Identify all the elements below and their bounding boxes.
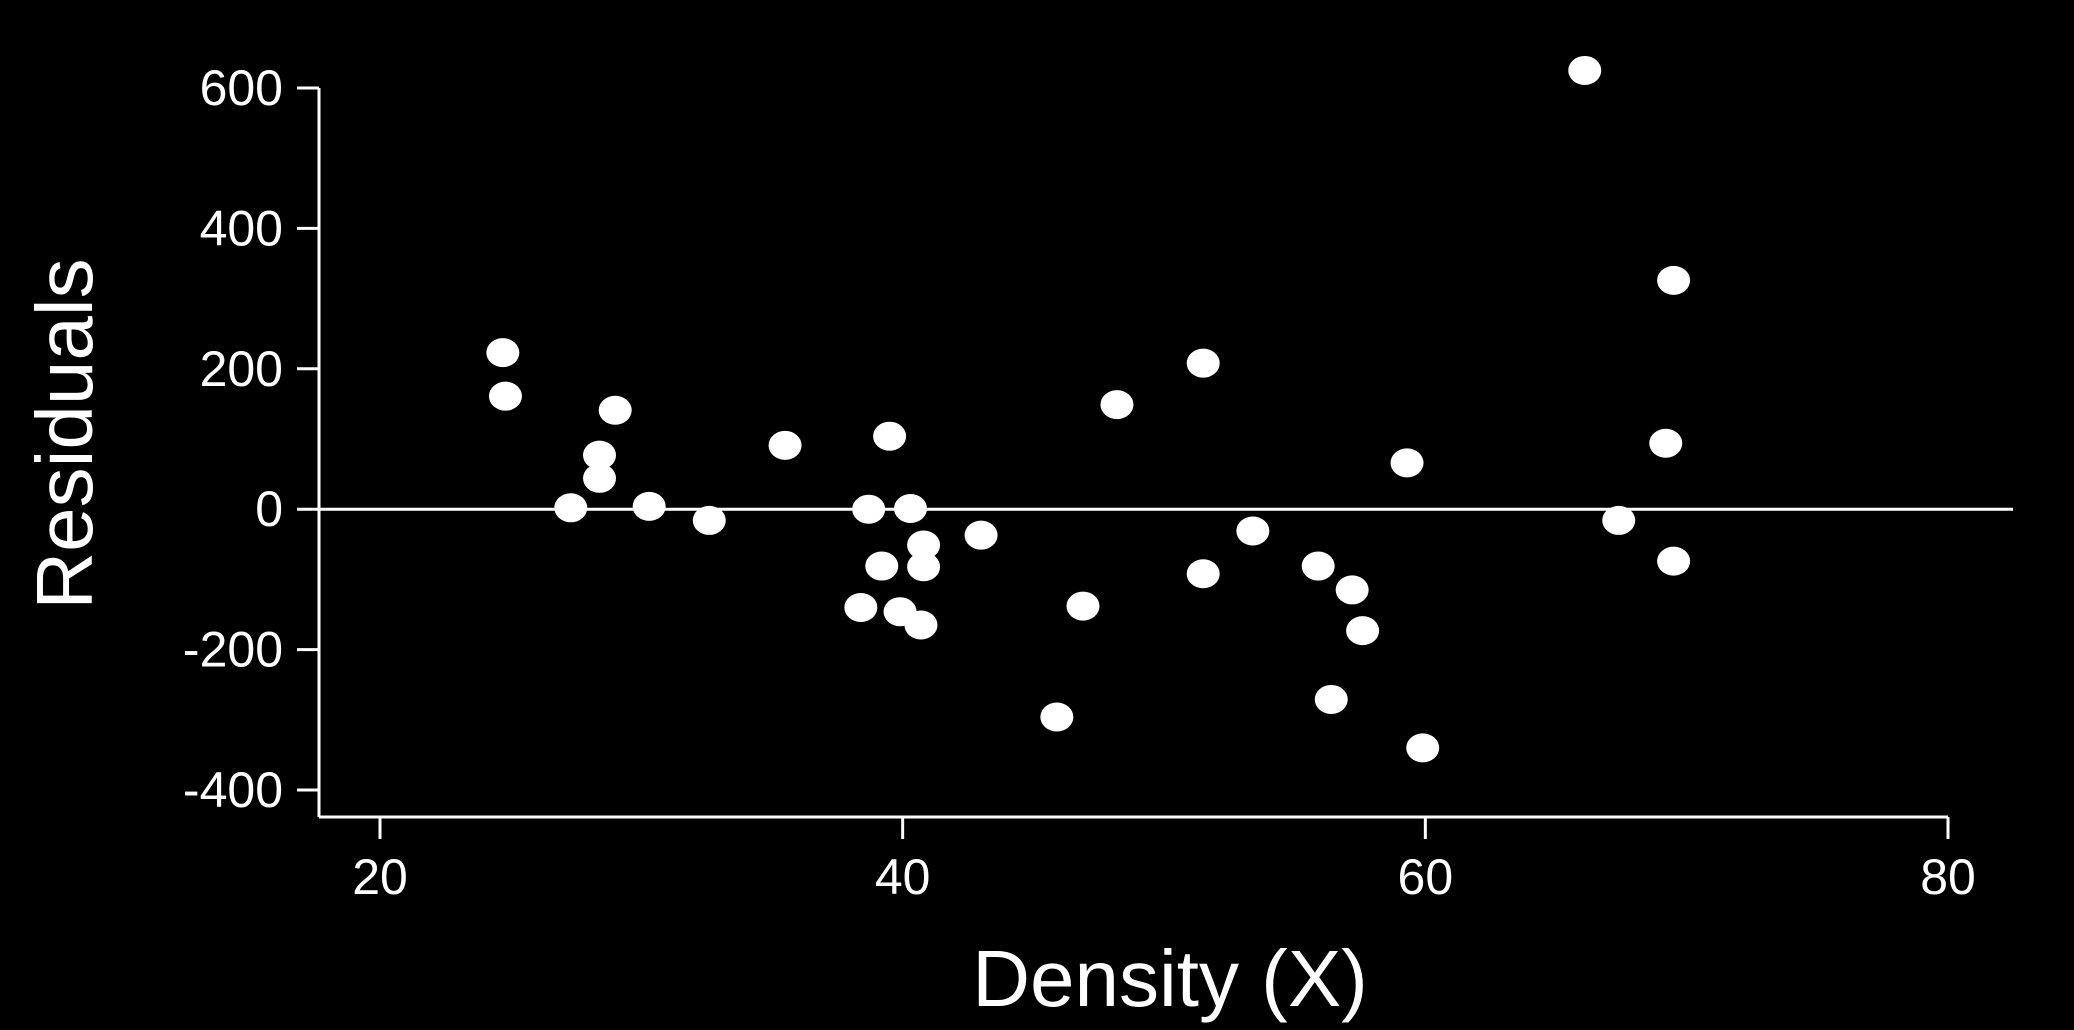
data-point: [1406, 733, 1440, 763]
data-point: [1335, 575, 1369, 605]
y-tick-label: 0: [255, 481, 283, 537]
x-tick-label: 20: [352, 849, 408, 905]
axes: [317, 88, 2013, 819]
data-point: [1236, 516, 1270, 546]
y-axis-ticks: -400 -200 0 200 400 600: [183, 60, 319, 818]
x-tick-label: 40: [875, 849, 931, 905]
y-tick-label: -400: [183, 762, 283, 818]
data-point: [1602, 505, 1636, 535]
data-point: [583, 463, 617, 493]
data-point: [1314, 684, 1348, 714]
data-point: [1568, 55, 1602, 85]
data-point: [852, 494, 886, 524]
x-axis-ticks: 20 40 60 80: [352, 817, 1976, 905]
data-point: [873, 421, 907, 451]
y-tick-label: 200: [200, 341, 283, 397]
data-point: [904, 610, 938, 640]
data-point: [1186, 559, 1220, 589]
x-axis-title: Density (X): [972, 934, 1368, 1023]
data-point: [598, 395, 632, 425]
data-point: [1346, 616, 1380, 646]
data-point: [1657, 265, 1691, 295]
data-point: [1649, 428, 1683, 458]
data-point: [692, 505, 726, 535]
y-tick-label: 400: [200, 200, 283, 256]
data-point: [865, 551, 899, 581]
y-axis-title: Residuals: [20, 258, 109, 609]
data-point: [844, 592, 878, 622]
data-point: [1066, 591, 1100, 621]
data-point: [1100, 390, 1134, 420]
data-point: [1390, 448, 1424, 478]
data-point: [1301, 551, 1335, 581]
data-point: [583, 440, 617, 470]
data-point: [1186, 348, 1220, 378]
x-tick-label: 80: [1920, 849, 1976, 905]
y-tick-label: -200: [183, 622, 283, 678]
x-tick-label: 60: [1398, 849, 1454, 905]
data-point: [907, 530, 941, 560]
data-points: [486, 55, 1691, 763]
data-point: [768, 430, 802, 460]
y-tick-label: 600: [200, 60, 283, 116]
data-point: [907, 552, 941, 582]
data-point: [486, 338, 520, 368]
data-point: [488, 381, 522, 411]
data-point: [964, 520, 998, 550]
data-point: [554, 493, 588, 523]
data-point: [1657, 546, 1691, 576]
data-point: [1040, 702, 1074, 732]
data-point: [894, 493, 928, 523]
data-point: [632, 491, 666, 521]
